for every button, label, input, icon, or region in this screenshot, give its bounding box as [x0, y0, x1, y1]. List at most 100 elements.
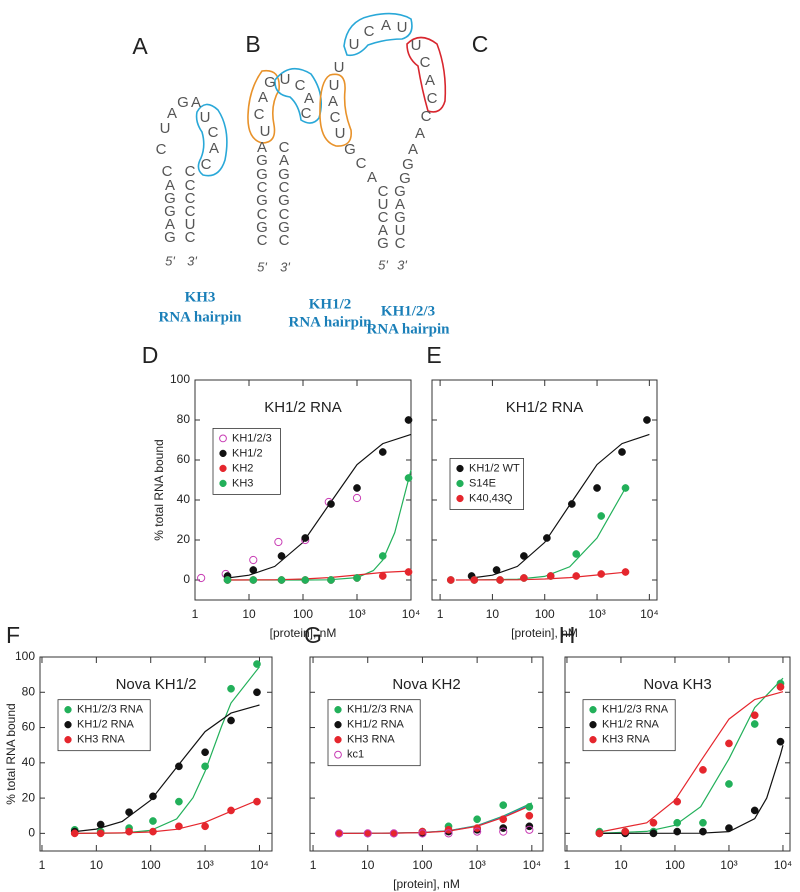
x-tick-label: 10: [361, 858, 375, 872]
fit-curve: [599, 677, 784, 834]
data-point: [389, 829, 398, 838]
x-tick-label: 10³: [468, 858, 485, 872]
panel-label: B: [245, 31, 260, 57]
y-tick-label: 0: [28, 826, 35, 840]
data-point: [673, 827, 682, 836]
legend: KH1/2 WT S14E K40,43Q: [449, 458, 524, 510]
data-point: [253, 797, 261, 806]
data-point: [197, 573, 206, 583]
panel-label: E: [426, 342, 441, 368]
y-axis-label: % total RNA bound: [152, 439, 166, 540]
legend-marker: [589, 721, 597, 729]
x-tick-label: 1: [310, 858, 317, 872]
hairpin-caption: KH1/2: [309, 296, 352, 312]
x-tick-label: 10⁴: [250, 858, 269, 872]
x-tick-label: 1: [564, 858, 571, 872]
data-point: [249, 576, 258, 584]
kh1-motif-outline: [319, 73, 353, 147]
x-axis-label: [protein], nM: [511, 626, 578, 640]
strand-end: 5': [165, 253, 175, 268]
x-tick-label: 1: [192, 607, 199, 621]
plot-frame: [39, 656, 273, 852]
nucleotide: A: [279, 152, 289, 169]
chart-title: Nova KH2: [392, 676, 460, 693]
nucleotide: G: [394, 209, 406, 226]
data-point: [520, 574, 528, 582]
data-point: [593, 484, 601, 492]
legend-box: [582, 699, 676, 752]
legend-marker: [219, 434, 227, 443]
data-point: [274, 537, 283, 547]
data-point: [335, 829, 344, 838]
data-point: [673, 818, 682, 827]
x-tick-label: 1: [39, 858, 46, 872]
nucleotide: U: [334, 59, 345, 76]
y-tick-label: 80: [22, 684, 36, 698]
legend-marker: [64, 736, 72, 744]
nucleotide: C: [420, 54, 431, 71]
data-point: [699, 818, 707, 827]
nucleotide: G: [278, 219, 290, 236]
x-axis-label: [protein], nM: [270, 626, 337, 640]
nucleotide: U: [395, 222, 406, 239]
legend-marker: [456, 494, 464, 503]
legend-label: KH1/2 RNA: [602, 719, 660, 731]
data-point: [750, 720, 759, 728]
data-point: [725, 824, 733, 832]
data-point: [227, 684, 235, 693]
plot-frame: [309, 656, 544, 852]
legend: KH1/2/3 RNA KH1/2 RNA KH3 RNA kc1: [327, 699, 421, 767]
y-tick-label: 0: [183, 572, 190, 586]
data-point: [444, 829, 453, 838]
data-point: [404, 416, 413, 424]
kh3-motif-outline: [406, 36, 447, 113]
nucleotide: U: [200, 109, 211, 126]
chart-panel: D 0 20 40 60 80 100 1 10 100 10³ 10⁴ [protein], nM % …: [142, 342, 421, 640]
x-tick-label: 100: [665, 858, 685, 872]
y-tick-label: 40: [22, 755, 36, 769]
nucleotide: U: [335, 125, 346, 142]
nucleotide: G: [278, 166, 290, 183]
nucleotide: A: [381, 17, 391, 34]
legend-marker: [589, 706, 597, 714]
legend-marker: [589, 736, 597, 744]
nucleotide: C: [378, 209, 389, 226]
nucleotide: C: [185, 163, 196, 180]
nucleotide: G: [256, 219, 268, 236]
data-point: [418, 827, 427, 836]
nucleotide: C: [279, 179, 290, 196]
data-point: [253, 688, 261, 697]
data-point: [175, 762, 183, 771]
nucleotide: U: [397, 19, 408, 36]
data-point: [525, 825, 534, 834]
panel-label: H: [559, 622, 576, 648]
legend-label: KH1/2/3 RNA: [602, 704, 669, 716]
chart-panel: H 1 10 100 10³ 10⁴ Nova KH3 KH1/2/3 RNA KH1/2 RN…: [559, 622, 793, 872]
data-point: [96, 829, 105, 838]
legend-marker: [64, 706, 72, 714]
x-axis-label: [protein], nM: [393, 877, 460, 891]
nucleotide: C: [421, 108, 432, 125]
chart-title: KH1/2 RNA: [264, 399, 342, 416]
data-point: [125, 808, 133, 817]
legend-label: KH1/2/3: [232, 432, 272, 444]
nucleotide: C: [185, 177, 196, 194]
nucleotide: A: [165, 216, 175, 233]
nucleotide: G: [264, 74, 276, 91]
nucleotide: A: [191, 94, 201, 111]
x-tick-label: 10⁴: [523, 858, 542, 872]
chart-title: Nova KH1/2: [116, 676, 197, 693]
legend-marker: [219, 479, 227, 488]
panel-label: G: [304, 622, 322, 648]
data-point: [621, 484, 630, 492]
nucleotide: G: [177, 94, 189, 111]
data-point: [175, 822, 183, 831]
nucleotide: C: [356, 155, 367, 172]
data-point: [473, 827, 482, 836]
data-point: [301, 576, 310, 584]
data-point: [353, 574, 361, 582]
nucleotide: A: [167, 105, 177, 122]
nucleotide: A: [328, 93, 338, 110]
data-point: [378, 448, 387, 456]
